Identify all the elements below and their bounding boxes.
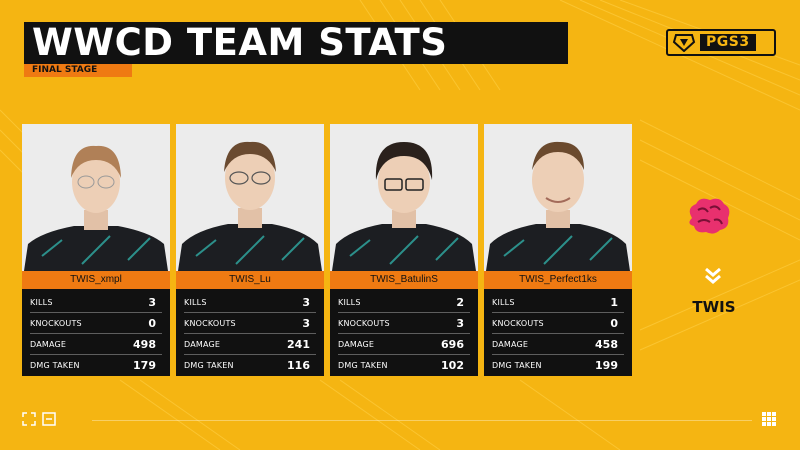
player-name: TWIS_BatulinS <box>330 271 478 289</box>
fullscreen-icon <box>42 412 56 426</box>
stat-value: 3 <box>302 295 310 309</box>
player-photo <box>484 124 632 271</box>
stat-label: DAMAGE <box>338 339 375 349</box>
player-photo <box>330 124 478 271</box>
stage-label: FINAL STAGE <box>24 64 132 77</box>
stat-row-dmg-taken: DMG TAKEN 116 <box>184 355 316 376</box>
player-photo <box>176 124 324 271</box>
expand-icon <box>22 412 36 426</box>
team-name: TWIS <box>692 298 736 316</box>
stat-row-damage: DAMAGE 458 <box>492 334 624 355</box>
stat-row-knockouts: KNOCKOUTS 0 <box>492 313 624 334</box>
stat-label: KNOCKOUTS <box>338 318 390 328</box>
event-logo: PGS3 <box>666 29 776 56</box>
stat-label: KILLS <box>338 297 361 307</box>
stat-label: DMG TAKEN <box>184 361 234 370</box>
player-photo <box>22 124 170 271</box>
player-card: TWIS_BatulinS KILLS 2 KNOCKOUTS 3 DAMAGE 69… <box>330 124 478 376</box>
player-stats-table: KILLS 3 KNOCKOUTS 0 DAMAGE 498 DMG TAKEN 179 <box>22 289 170 376</box>
stat-label: KILLS <box>30 297 53 307</box>
stat-label: DAMAGE <box>184 339 221 349</box>
player-silhouette-icon <box>486 141 630 271</box>
stat-value: 102 <box>441 359 464 372</box>
stat-label: DMG TAKEN <box>492 361 542 370</box>
stat-row-damage: DAMAGE 241 <box>184 334 316 355</box>
player-stats-table: KILLS 1 KNOCKOUTS 0 DAMAGE 458 DMG TAKEN 199 <box>484 289 632 376</box>
stat-label: KNOCKOUTS <box>30 318 82 328</box>
player-stats-table: KILLS 2 KNOCKOUTS 3 DAMAGE 696 DMG TAKEN 102 <box>330 289 478 376</box>
brain-logo-icon <box>689 198 730 234</box>
stat-label: DMG TAKEN <box>30 361 80 370</box>
stat-value: 498 <box>133 337 156 351</box>
stat-value: 1 <box>610 295 618 309</box>
stat-value: 2 <box>456 295 464 309</box>
player-silhouette-icon <box>24 145 168 271</box>
stat-row-knockouts: KNOCKOUTS 3 <box>184 313 316 334</box>
stat-label: KNOCKOUTS <box>492 318 544 328</box>
stat-value: 116 <box>287 359 310 372</box>
grid-icon <box>762 412 776 426</box>
stat-label: KILLS <box>184 297 207 307</box>
stat-value: 3 <box>148 295 156 309</box>
stat-row-kills: KILLS 1 <box>492 292 624 313</box>
stat-label: DAMAGE <box>492 339 529 349</box>
footer-bar <box>22 412 782 430</box>
stat-row-dmg-taken: DMG TAKEN 179 <box>30 355 162 376</box>
chevron-down-icon <box>705 267 721 284</box>
stat-value: 179 <box>133 359 156 372</box>
player-card: TWIS_Lu KILLS 3 KNOCKOUTS 3 DAMAGE 241 DMG … <box>176 124 324 376</box>
stat-row-dmg-taken: DMG TAKEN 102 <box>338 355 470 376</box>
stat-row-kills: KILLS 3 <box>184 292 316 313</box>
stat-value: 696 <box>441 337 464 351</box>
stat-label: KILLS <box>492 297 515 307</box>
stat-value: 199 <box>595 359 618 372</box>
stat-value: 0 <box>148 316 156 330</box>
stat-label: DMG TAKEN <box>338 361 388 370</box>
stat-row-damage: DAMAGE 498 <box>30 334 162 355</box>
player-card: TWIS_Perfect1ks KILLS 1 KNOCKOUTS 0 DAMAGE… <box>484 124 632 376</box>
stat-row-knockouts: KNOCKOUTS 3 <box>338 313 470 334</box>
player-card: TWIS_xmpl KILLS 3 KNOCKOUTS 0 DAMAGE 498 DM… <box>22 124 170 376</box>
stat-label: KNOCKOUTS <box>184 318 236 328</box>
player-name: TWIS_xmpl <box>22 271 170 289</box>
stat-value: 3 <box>302 316 310 330</box>
stat-value: 241 <box>287 337 310 351</box>
stat-value: 3 <box>456 316 464 330</box>
page-title: WWCD TEAM STATS <box>24 22 568 64</box>
stat-value: 0 <box>610 316 618 330</box>
event-emblem-icon <box>672 34 696 52</box>
player-name: TWIS_Perfect1ks <box>484 271 632 289</box>
stat-row-dmg-taken: DMG TAKEN 199 <box>492 355 624 376</box>
stat-row-knockouts: KNOCKOUTS 0 <box>30 313 162 334</box>
stat-row-kills: KILLS 2 <box>338 292 470 313</box>
player-stats-table: KILLS 3 KNOCKOUTS 3 DAMAGE 241 DMG TAKEN 116 <box>176 289 324 376</box>
player-name: TWIS_Lu <box>176 271 324 289</box>
footer-divider <box>92 420 752 421</box>
stat-row-damage: DAMAGE 696 <box>338 334 470 355</box>
event-logo-text: PGS3 <box>700 34 756 51</box>
stat-row-kills: KILLS 3 <box>30 292 162 313</box>
player-silhouette-icon <box>332 142 476 271</box>
stat-value: 458 <box>595 337 618 351</box>
player-silhouette-icon <box>178 141 322 271</box>
stat-label: DAMAGE <box>30 339 67 349</box>
